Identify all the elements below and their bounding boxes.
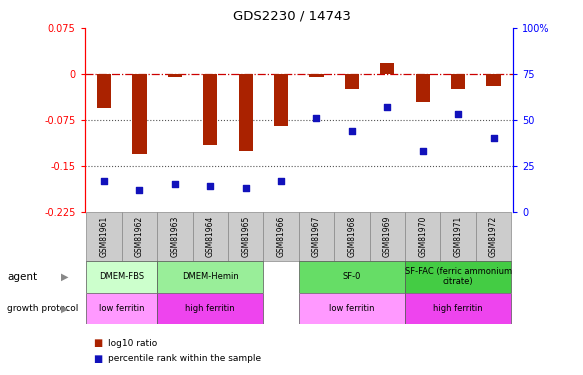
Text: growth protocol: growth protocol: [7, 304, 78, 313]
Bar: [334, 212, 370, 261]
Bar: [132, 74, 146, 154]
Text: ■: ■: [93, 354, 103, 364]
Bar: [440, 212, 476, 261]
Text: DMEM-Hemin: DMEM-Hemin: [182, 272, 238, 281]
Bar: [86, 292, 157, 324]
Text: ■: ■: [93, 338, 103, 348]
Bar: [274, 74, 288, 126]
Bar: [264, 212, 298, 261]
Text: GSM81969: GSM81969: [383, 216, 392, 257]
Point: [312, 115, 321, 121]
Text: low ferritin: low ferritin: [99, 304, 145, 313]
Point: [489, 135, 498, 141]
Bar: [405, 212, 440, 261]
Text: ▶: ▶: [61, 272, 69, 282]
Text: GSM81963: GSM81963: [170, 216, 180, 257]
Text: high ferritin: high ferritin: [185, 304, 235, 313]
Bar: [405, 261, 511, 292]
Text: GSM81972: GSM81972: [489, 216, 498, 257]
Point: [170, 182, 180, 188]
Text: GSM81966: GSM81966: [276, 216, 286, 257]
Text: SF-0: SF-0: [343, 272, 361, 281]
Point: [418, 148, 427, 154]
Bar: [228, 212, 264, 261]
Point: [347, 128, 357, 134]
Bar: [416, 74, 430, 102]
Point: [276, 178, 286, 184]
Bar: [157, 261, 264, 292]
Bar: [298, 261, 405, 292]
Bar: [345, 74, 359, 89]
Text: percentile rank within the sample: percentile rank within the sample: [108, 354, 261, 363]
Bar: [310, 74, 324, 77]
Text: GSM81964: GSM81964: [206, 216, 215, 257]
Text: high ferritin: high ferritin: [433, 304, 483, 313]
Text: SF-FAC (ferric ammonium
citrate): SF-FAC (ferric ammonium citrate): [405, 267, 512, 286]
Point: [382, 104, 392, 110]
Bar: [486, 74, 501, 86]
Bar: [97, 74, 111, 108]
Text: GSM81968: GSM81968: [347, 216, 356, 257]
Bar: [157, 212, 192, 261]
Text: GSM81962: GSM81962: [135, 216, 144, 257]
Bar: [370, 212, 405, 261]
Point: [241, 185, 250, 191]
Bar: [122, 212, 157, 261]
Point: [206, 183, 215, 189]
Point: [135, 187, 144, 193]
Text: GSM81970: GSM81970: [418, 216, 427, 257]
Bar: [298, 292, 405, 324]
Bar: [238, 74, 253, 151]
Text: log10 ratio: log10 ratio: [108, 339, 157, 348]
Bar: [168, 74, 182, 77]
Bar: [86, 212, 122, 261]
Bar: [86, 261, 157, 292]
Bar: [203, 74, 217, 144]
Text: GSM81971: GSM81971: [454, 216, 463, 257]
Bar: [157, 292, 264, 324]
Text: ▶: ▶: [61, 304, 69, 313]
Text: GSM81961: GSM81961: [100, 216, 108, 257]
Bar: [298, 212, 334, 261]
Text: GSM81967: GSM81967: [312, 216, 321, 257]
Bar: [451, 74, 465, 89]
Bar: [476, 212, 511, 261]
Point: [99, 178, 108, 184]
Bar: [380, 63, 395, 74]
Text: low ferritin: low ferritin: [329, 304, 375, 313]
Text: agent: agent: [7, 272, 37, 282]
Point: [454, 111, 463, 117]
Bar: [192, 212, 228, 261]
Text: DMEM-FBS: DMEM-FBS: [99, 272, 144, 281]
Bar: [405, 292, 511, 324]
Text: GSM81965: GSM81965: [241, 216, 250, 257]
Text: GDS2230 / 14743: GDS2230 / 14743: [233, 9, 350, 22]
